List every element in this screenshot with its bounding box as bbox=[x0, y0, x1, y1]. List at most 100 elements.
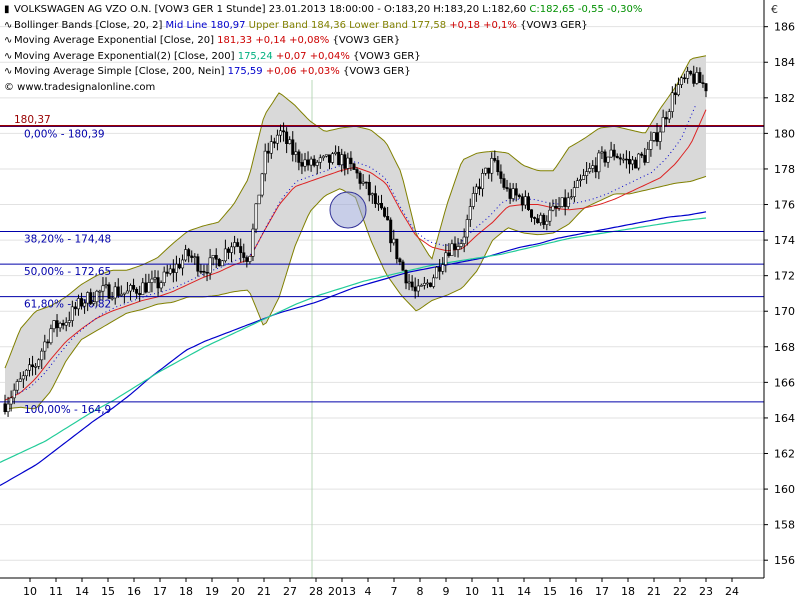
header-row-sma200: ∿ Moving Average Simple [Close, 200, Nein… bbox=[4, 64, 642, 80]
candle-body bbox=[269, 141, 273, 154]
candle-body bbox=[566, 197, 570, 207]
y-tick-label: 172 bbox=[774, 270, 795, 283]
x-tick-label: 4 bbox=[365, 585, 372, 598]
x-tick-label: 11 bbox=[491, 585, 505, 598]
candle-body bbox=[428, 282, 432, 287]
header-row-price: ▮ VOLKSWAGEN AG VZO O.N. [VOW3 GER 1 Stun… bbox=[4, 2, 642, 18]
candle-body bbox=[530, 209, 534, 218]
candle-body bbox=[563, 197, 567, 207]
candle-body bbox=[367, 181, 371, 196]
header-segment: VOLKSWAGEN AG VZO O.N. [VOW3 GER 1 Stund… bbox=[14, 4, 530, 15]
candle-body bbox=[37, 359, 41, 367]
candle-body bbox=[306, 159, 310, 166]
candle-body bbox=[462, 236, 466, 244]
header-row-bollinger: ∿ Bollinger Bands [Close, 20, 2] Mid Line… bbox=[4, 18, 642, 34]
candle-body bbox=[288, 139, 292, 145]
candle-body bbox=[80, 298, 84, 307]
candle-body bbox=[386, 216, 390, 221]
x-tick-label: 10 bbox=[465, 585, 479, 598]
candle-body bbox=[588, 168, 592, 172]
candle-body bbox=[389, 219, 393, 244]
candle-body bbox=[438, 266, 442, 272]
x-tick-label: 16 bbox=[569, 585, 583, 598]
candle-body bbox=[331, 153, 335, 163]
y-tick-label: 182 bbox=[774, 92, 795, 105]
candle-body bbox=[239, 246, 243, 254]
candle-body bbox=[658, 131, 662, 142]
candle-body bbox=[465, 219, 469, 238]
candle-body bbox=[704, 83, 708, 92]
candle-body bbox=[695, 72, 699, 84]
header-segment: Mid Line 180,97 bbox=[165, 19, 249, 31]
indicator-icon: ∿ bbox=[4, 35, 13, 46]
candle-body bbox=[352, 163, 356, 170]
candle-body bbox=[594, 165, 598, 173]
candle-body bbox=[383, 207, 387, 217]
candle-body bbox=[297, 151, 301, 163]
candle-body bbox=[637, 153, 641, 169]
candle-body bbox=[318, 157, 322, 163]
candle-body bbox=[202, 270, 206, 273]
copyright-text: © www.tradesignalonline.com bbox=[4, 81, 156, 93]
candle-body bbox=[661, 117, 665, 133]
y-tick-label: 164 bbox=[774, 412, 795, 425]
chart-header: ▮ VOLKSWAGEN AG VZO O.N. [VOW3 GER 1 Stun… bbox=[4, 2, 642, 95]
header-segment: C:182,65 -0,55 -0,30% bbox=[529, 4, 643, 15]
candle-body bbox=[554, 205, 558, 209]
candle-body bbox=[110, 297, 114, 300]
candle-body bbox=[135, 288, 139, 294]
candle-body bbox=[24, 369, 28, 377]
y-tick-label: 158 bbox=[774, 519, 795, 532]
candle-body bbox=[245, 257, 249, 262]
candle-body bbox=[683, 77, 687, 80]
candle-body bbox=[31, 364, 35, 368]
candle-body bbox=[624, 158, 628, 161]
candle-body bbox=[150, 278, 154, 283]
header-segment: 175,24 bbox=[237, 50, 276, 62]
y-tick-label: 170 bbox=[774, 305, 795, 318]
x-tick-label: 14 bbox=[517, 585, 531, 598]
candle-body bbox=[652, 132, 656, 141]
x-tick-label: 14 bbox=[75, 585, 89, 598]
header-segment: 175,59 bbox=[227, 66, 266, 77]
candle-body bbox=[34, 366, 38, 368]
candle-body bbox=[349, 157, 353, 165]
candle-body bbox=[398, 258, 402, 263]
candle-body bbox=[174, 263, 178, 273]
candle-body bbox=[49, 328, 53, 344]
candle-body bbox=[499, 171, 503, 179]
candle-body bbox=[165, 271, 169, 274]
candle-body bbox=[107, 284, 111, 299]
candle-body bbox=[634, 159, 638, 169]
currency-icon[interactable]: € bbox=[771, 3, 778, 16]
candle-body bbox=[643, 155, 647, 163]
x-tick-label: 18 bbox=[179, 585, 193, 598]
candle-body bbox=[459, 243, 463, 247]
candle-body bbox=[220, 260, 224, 267]
candle-body bbox=[585, 171, 589, 176]
indicator-icon: ∿ bbox=[4, 66, 13, 77]
candle-body bbox=[425, 282, 429, 285]
fibonacci-levels: 0,00% - 180,39 38,20% - 174,48 50,00% - 17… bbox=[0, 114, 764, 416]
x-tick-label: 15 bbox=[101, 585, 115, 598]
candle-body bbox=[138, 293, 142, 295]
x-tick-label: 15 bbox=[543, 585, 557, 598]
candle-body bbox=[58, 323, 62, 329]
header-segment: {VOW3 GER} bbox=[342, 66, 411, 77]
candle-body bbox=[505, 187, 509, 190]
candle-body bbox=[291, 139, 295, 155]
x-tick-label: 22 bbox=[673, 585, 687, 598]
x-tick-label: 21 bbox=[647, 585, 661, 598]
candle-body bbox=[520, 196, 524, 206]
candle-body bbox=[578, 179, 582, 182]
candle-body bbox=[236, 242, 240, 247]
candle-body bbox=[279, 130, 283, 136]
candle-body bbox=[190, 255, 194, 258]
candle-body bbox=[361, 181, 365, 184]
candle-body bbox=[560, 197, 564, 207]
x-tick-label: 16 bbox=[127, 585, 141, 598]
candle-body bbox=[233, 242, 237, 248]
candle-body bbox=[542, 214, 546, 225]
